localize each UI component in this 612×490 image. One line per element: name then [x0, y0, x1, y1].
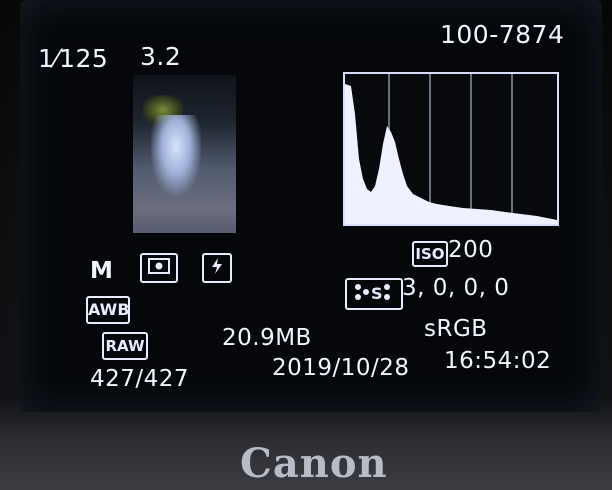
- camera-bezel-bottom: [0, 400, 612, 490]
- svg-text:S: S: [371, 284, 383, 303]
- evaluative-metering-icon: [140, 253, 178, 283]
- aperture-value: 3.2: [140, 42, 182, 71]
- histogram-curve: [345, 84, 557, 224]
- iso-icon: ISO: [412, 241, 448, 267]
- image-counter: 427/427: [90, 366, 190, 392]
- white-balance-icon: AWB: [86, 296, 130, 324]
- picture-style-values: 3, 0, 0, 0: [402, 275, 510, 301]
- color-space: sRGB: [424, 316, 488, 342]
- image-thumbnail: [133, 75, 236, 233]
- histogram-graph: [345, 74, 557, 224]
- capture-time: 16:54:02: [444, 348, 552, 374]
- canon-logo: Canon: [240, 440, 388, 487]
- thumbnail-subject: [151, 115, 201, 195]
- shooting-mode: M: [90, 258, 114, 284]
- shutter-speed: 1⁄125: [38, 44, 109, 73]
- picture-style-icon: S: [345, 278, 403, 310]
- capture-date: 2019/10/28: [272, 355, 410, 381]
- histogram: [343, 72, 559, 226]
- raw-format-icon: RAW: [102, 332, 148, 360]
- iso-value: 200: [448, 237, 494, 263]
- flash-icon: [202, 253, 232, 283]
- file-number: 100-7874: [440, 20, 565, 49]
- file-size: 20.9MB: [222, 325, 312, 351]
